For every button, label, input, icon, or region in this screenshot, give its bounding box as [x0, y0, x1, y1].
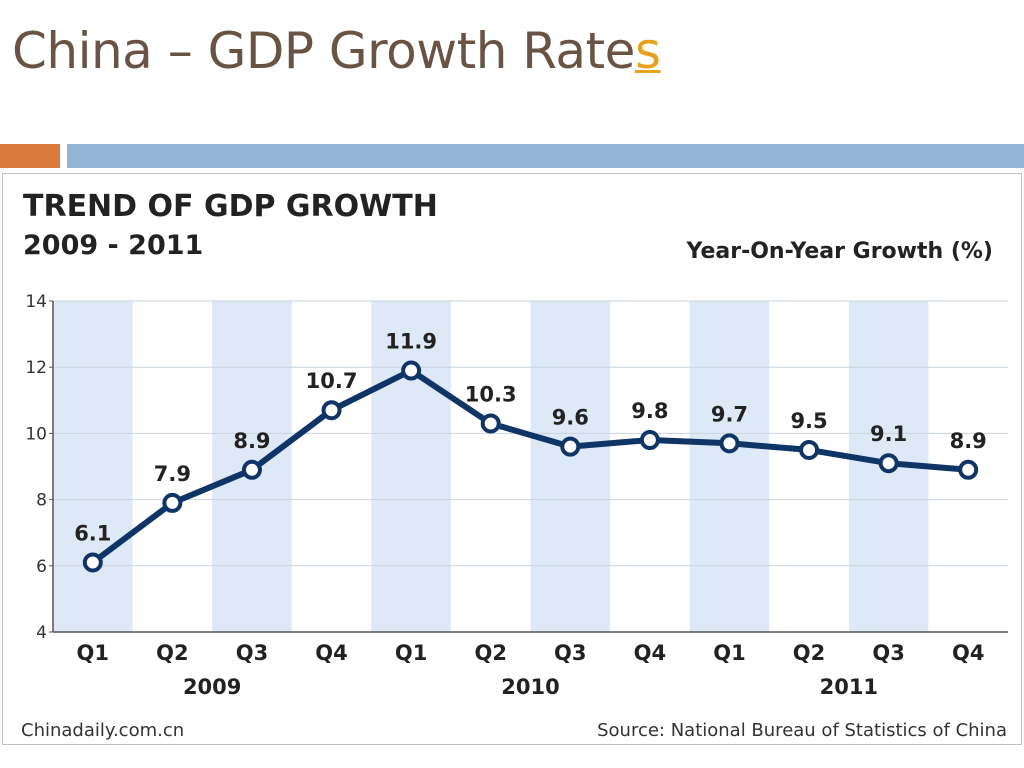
slide-title-main: China – GDP Growth Rate	[12, 22, 635, 80]
x-tick-label: Q3	[872, 641, 904, 665]
data-label: 7.9	[154, 462, 191, 486]
category-band	[530, 301, 611, 632]
data-point	[799, 439, 820, 460]
y-tick-label: 4	[36, 623, 47, 643]
x-tick-label: Q2	[156, 641, 188, 665]
slide-title: China – GDP Growth Rates	[12, 22, 661, 80]
data-label: 11.9	[385, 330, 437, 354]
x-tick-label: Q3	[554, 641, 586, 665]
x-tick-label: Q4	[952, 641, 984, 665]
y-tick-label: 6	[36, 557, 47, 577]
x-tick-label: Q4	[634, 641, 666, 665]
decorative-bar-blue	[67, 144, 1024, 168]
x-tick-label: Q1	[395, 641, 427, 665]
year-label: 2011	[820, 675, 878, 699]
y-tick-label: 12	[25, 358, 47, 378]
chart-credit: Chinadaily.com.cn	[21, 720, 184, 741]
data-label: 8.9	[950, 429, 987, 453]
gdp-growth-chart: 4 6 8 10 12 14 Q1 Q2 Q3 Q4 Q1 Q2 Q3 Q4 Q1 Q2 Q3 Q4 2009 20…	[21, 189, 1008, 741]
x-tick-label: Q1	[713, 641, 745, 665]
x-tick-label: Q4	[315, 641, 347, 665]
data-label: 9.6	[552, 406, 589, 430]
y-tick-label: 8	[36, 491, 47, 511]
data-point	[639, 430, 660, 451]
data-point	[162, 492, 183, 513]
data-label: 9.1	[870, 422, 907, 446]
data-label: 10.7	[306, 369, 358, 393]
data-label: 9.5	[790, 409, 827, 433]
x-axis: Q1 Q2 Q3 Q4 Q1 Q2 Q3 Q4 Q1 Q2 Q3 Q4 2009 2010 2011	[53, 631, 1008, 699]
data-point	[321, 400, 342, 421]
data-label: 6.1	[74, 521, 111, 545]
data-point	[958, 459, 979, 480]
chart-frame: 4 6 8 10 12 14 Q1 Q2 Q3 Q4 Q1 Q2 Q3 Q4 Q1 Q2 Q3 Q4 2009 20…	[2, 173, 1022, 745]
y-axis-label: Year-On-Year Growth (%)	[686, 239, 993, 264]
data-point	[878, 453, 899, 474]
series-line	[89, 367, 972, 566]
data-label: 9.8	[631, 399, 668, 423]
decorative-bar-orange	[0, 144, 60, 168]
data-point	[82, 552, 103, 573]
data-label: 8.9	[233, 429, 270, 453]
chart-subtitle: 2009 - 2011	[23, 230, 203, 261]
data-point	[401, 360, 422, 381]
data-point	[480, 413, 501, 434]
data-label: 10.3	[465, 382, 517, 406]
category-band	[371, 301, 451, 632]
slide-title-accent: s	[634, 22, 661, 80]
x-tick-label: Q2	[793, 641, 825, 665]
y-tick-label: 10	[25, 424, 47, 444]
category-band	[53, 301, 133, 632]
data-label: 9.7	[711, 402, 748, 426]
series-gdp-growth: 6.1 7.9 8.9 10.7 11.9 10.3 9.6 9.8 9.7 9.5 9.1 8.9	[74, 330, 987, 573]
chart-source: Source: National Bureau of Statistics of…	[597, 720, 1007, 741]
category-band	[689, 301, 770, 632]
chart-title: TREND OF GDP GROWTH	[23, 189, 438, 224]
y-tick-label: 14	[25, 292, 47, 312]
data-point	[241, 459, 262, 480]
y-axis: 4 6 8 10 12 14	[25, 292, 54, 643]
x-tick-label: Q1	[77, 641, 109, 665]
x-tick-label: Q2	[474, 641, 506, 665]
x-tick-label: Q3	[236, 641, 268, 665]
year-label: 2010	[501, 675, 559, 699]
data-point	[719, 433, 740, 454]
data-point	[560, 436, 581, 457]
year-label: 2009	[183, 675, 241, 699]
